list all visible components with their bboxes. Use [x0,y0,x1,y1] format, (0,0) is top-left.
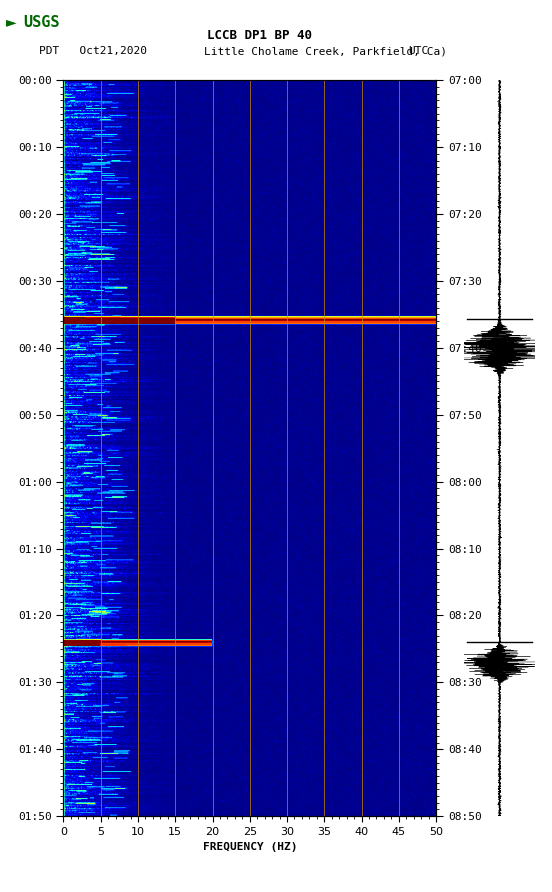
Text: USGS: USGS [23,15,60,29]
X-axis label: FREQUENCY (HZ): FREQUENCY (HZ) [203,842,297,852]
Text: Little Cholame Creek, Parkfield, Ca): Little Cholame Creek, Parkfield, Ca) [204,46,447,56]
Text: PDT   Oct21,2020: PDT Oct21,2020 [39,46,147,56]
Text: ►: ► [6,15,16,29]
Text: UTC: UTC [408,46,429,56]
Text: LCCB DP1 BP 40: LCCB DP1 BP 40 [207,29,312,43]
